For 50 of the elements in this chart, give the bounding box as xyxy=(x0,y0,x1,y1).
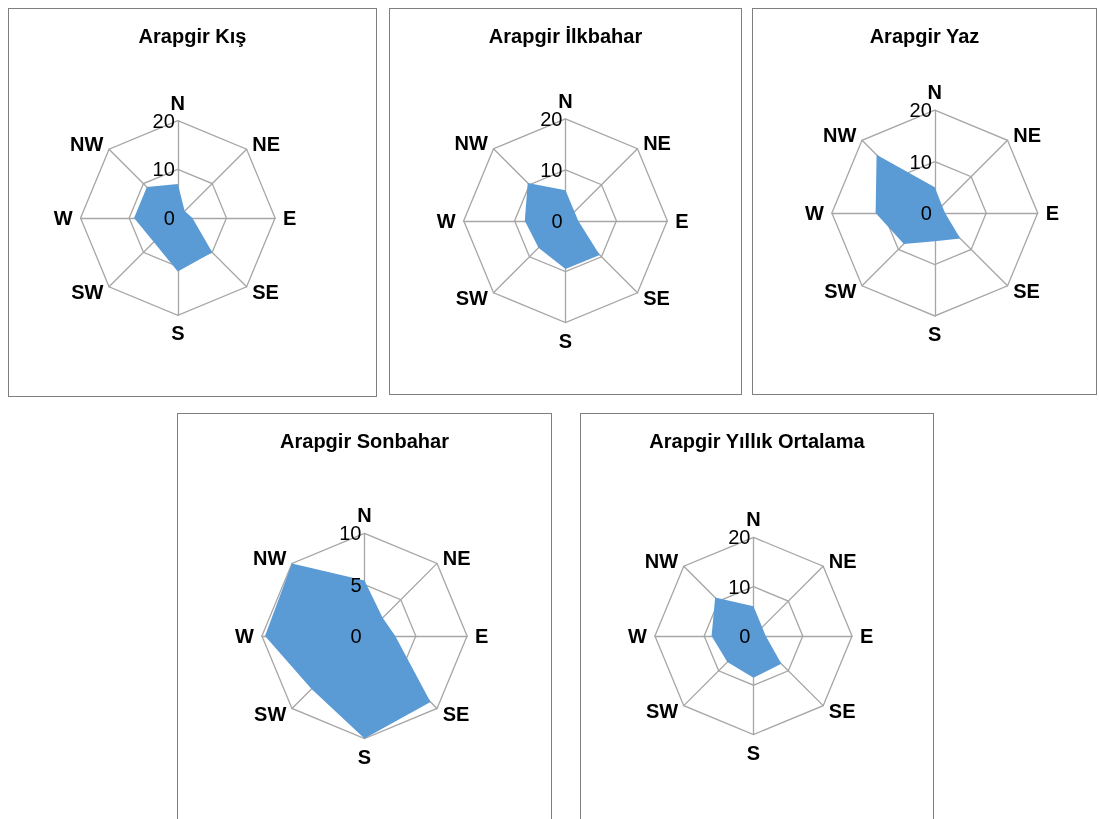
spoke-label: W xyxy=(235,624,255,647)
chart-title: Arapgir İlkbahar xyxy=(488,25,643,47)
spoke-label: NW xyxy=(70,132,104,155)
y-tick-label: 10 xyxy=(728,575,751,598)
spoke-label: E xyxy=(475,624,489,647)
spoke-label: SE xyxy=(252,281,279,304)
spoke-label: SW xyxy=(824,280,857,303)
spoke-label: E xyxy=(675,209,689,232)
spoke-label: NE xyxy=(442,546,471,569)
spoke-label: NW xyxy=(644,549,679,572)
y-tick-label: 0 xyxy=(920,202,932,225)
spoke-label: E xyxy=(283,206,297,229)
chart-title: Arapgir Yaz xyxy=(869,25,980,47)
spoke-label: NE xyxy=(252,132,281,155)
spoke-label: SE xyxy=(1013,280,1040,303)
spoke-label: S xyxy=(746,741,761,764)
y-tick-label: 5 xyxy=(350,573,362,596)
spoke-label: S xyxy=(171,322,185,345)
spoke-label: W xyxy=(628,624,648,647)
spoke-label: SE xyxy=(643,287,670,310)
spoke-label: W xyxy=(805,202,824,225)
spoke-label: S xyxy=(357,745,372,768)
chart-title: Arapgir Sonbahar xyxy=(280,430,450,452)
spoke-label: SW xyxy=(455,287,488,310)
spoke-label: SW xyxy=(254,703,287,726)
y-tick-label: 0 xyxy=(163,206,175,229)
y-tick-label: 10 xyxy=(152,158,175,181)
spoke-label: NE xyxy=(1013,123,1042,146)
y-tick-label: 10 xyxy=(540,158,563,181)
spoke-label: NE xyxy=(643,132,671,155)
spoke-label: NW xyxy=(454,132,488,155)
spoke-label: E xyxy=(860,624,874,647)
y-tick-label: 10 xyxy=(909,150,932,173)
spoke-label: NW xyxy=(252,546,287,569)
y-tick-label: 0 xyxy=(739,624,751,647)
spoke-label: NW xyxy=(823,123,857,146)
spoke-label: SW xyxy=(71,281,104,304)
spoke-label: SE xyxy=(442,703,470,726)
spoke-label: W xyxy=(436,209,456,232)
y-tick-label: 0 xyxy=(350,624,362,647)
spoke-label: S xyxy=(558,329,573,352)
chart-title: Arapgir Yıllık Ortalama xyxy=(649,430,866,452)
y-tick-label: 0 xyxy=(551,209,563,232)
spoke-label: NE xyxy=(828,549,857,572)
spoke-label: S xyxy=(928,322,942,345)
spoke-label: SE xyxy=(828,700,856,723)
spoke-label: SW xyxy=(645,700,679,723)
chart-title: Arapgir Kış xyxy=(138,25,247,47)
spoke-label: W xyxy=(53,206,73,229)
spoke-label: E xyxy=(1045,202,1060,225)
